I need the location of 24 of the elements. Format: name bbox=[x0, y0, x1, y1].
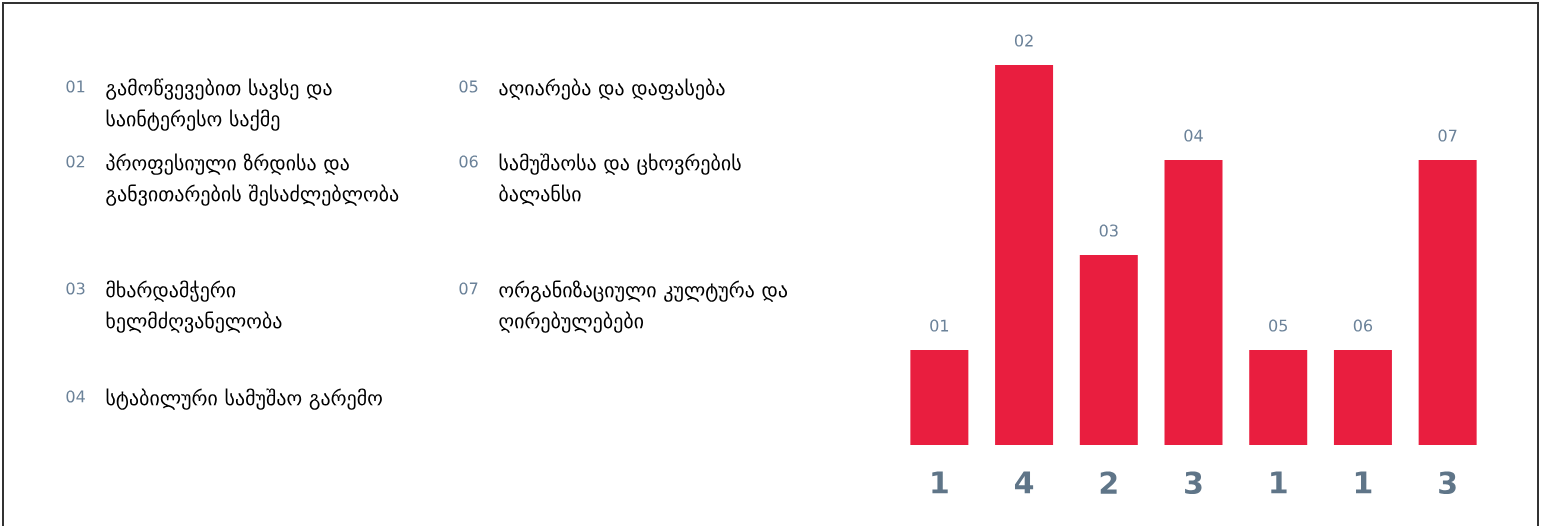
x-tick-label: 05 bbox=[1269, 319, 1287, 332]
category-label: 01 bbox=[66, 80, 85, 93]
data-label: 3 bbox=[1185, 471, 1202, 495]
category-label: 02 bbox=[66, 155, 85, 168]
category-label: 06 bbox=[459, 155, 478, 168]
data-label: 4 bbox=[1014, 471, 1034, 494]
x-tick-label: 06 bbox=[1353, 319, 1373, 332]
category-label: 04 bbox=[66, 390, 85, 403]
text: სამუშაოსა და ცხოვრების ბალანსი bbox=[499, 153, 741, 206]
text: ორგანიზაციული კულტურა და ღირებულებები bbox=[499, 280, 788, 333]
category-label: 05 bbox=[459, 80, 478, 93]
data-label: 2 bbox=[1100, 471, 1117, 494]
category-label: 03 bbox=[66, 282, 85, 295]
text: პროფესიული ზრდისა და განვითარების შესაძლებლობა bbox=[106, 153, 399, 206]
x-tick-label: 01 bbox=[930, 319, 949, 332]
category-label: 07 bbox=[459, 282, 478, 295]
data-label: 1 bbox=[1355, 471, 1372, 494]
text: მხარდამჭერი ხელმძღვანელობა bbox=[106, 280, 282, 333]
text: სტაბილური სამუშაო გარემო bbox=[106, 388, 382, 410]
data-label: 3 bbox=[1439, 471, 1456, 495]
data-label: 1 bbox=[1271, 471, 1287, 494]
text: გამოწვევებით სავსე და საინტერესო საქმე bbox=[106, 78, 332, 131]
data-label: 1 bbox=[932, 471, 948, 494]
text: აღიარება და დაფასება bbox=[499, 78, 725, 100]
